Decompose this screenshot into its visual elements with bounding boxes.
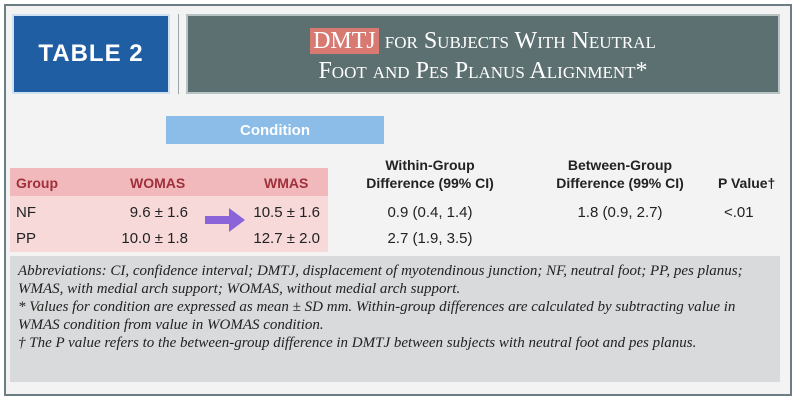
- header-womas: WOMAS: [130, 175, 186, 191]
- header-between: Between-Group Difference (99% CI): [530, 156, 710, 192]
- header-p-value: P Value†: [718, 175, 776, 191]
- header-between-line1: Between-Group: [567, 157, 673, 173]
- cell-between: 1.8 (0.9, 2.7): [577, 204, 663, 221]
- cell-group: PP: [16, 230, 37, 247]
- table-title: DMTJ for Subjects With Neutral Foot and …: [186, 14, 780, 94]
- cell-within: 0.9 (0.4, 1.4): [387, 204, 473, 221]
- header-within: Within-Group Difference (99% CI): [340, 156, 520, 192]
- cell-womas: 9.6 ± 1.6: [129, 204, 188, 221]
- header-within-line1: Within-Group: [385, 157, 475, 173]
- cell-wmas: 12.7 ± 2.0: [253, 230, 320, 247]
- condition-header: Condition: [166, 116, 384, 144]
- footnote-dagger: † The P value refers to the between-grou…: [18, 335, 697, 351]
- header-within-line2: Difference (99% CI): [366, 175, 494, 191]
- cell-p-value: <.01: [724, 204, 754, 221]
- footnote-star: * Values for condition are expressed as …: [18, 299, 736, 333]
- title-highlight: DMTJ: [310, 28, 379, 54]
- title-line1: for Subjects With Neutral: [378, 28, 656, 54]
- arrow-right-icon: [205, 208, 245, 232]
- header-wmas: WMAS: [264, 175, 309, 191]
- divider: [178, 14, 179, 94]
- cell-womas: 10.0 ± 1.8: [121, 230, 188, 247]
- table-footnotes: Abbreviations: CI, confidence interval; …: [10, 256, 780, 382]
- table-label: TABLE 2: [12, 14, 170, 94]
- cell-group: NF: [16, 204, 36, 221]
- title-line2: Foot and Pes Planus Alignment*: [318, 58, 648, 84]
- highlight-header-band: [10, 168, 328, 196]
- header-group: Group: [16, 175, 58, 191]
- header-between-line2: Difference (99% CI): [556, 175, 684, 191]
- cell-within: 2.7 (1.9, 3.5): [387, 230, 473, 247]
- cell-wmas: 10.5 ± 1.6: [253, 204, 320, 221]
- footnote-abbreviations: Abbreviations: CI, confidence interval; …: [18, 263, 743, 297]
